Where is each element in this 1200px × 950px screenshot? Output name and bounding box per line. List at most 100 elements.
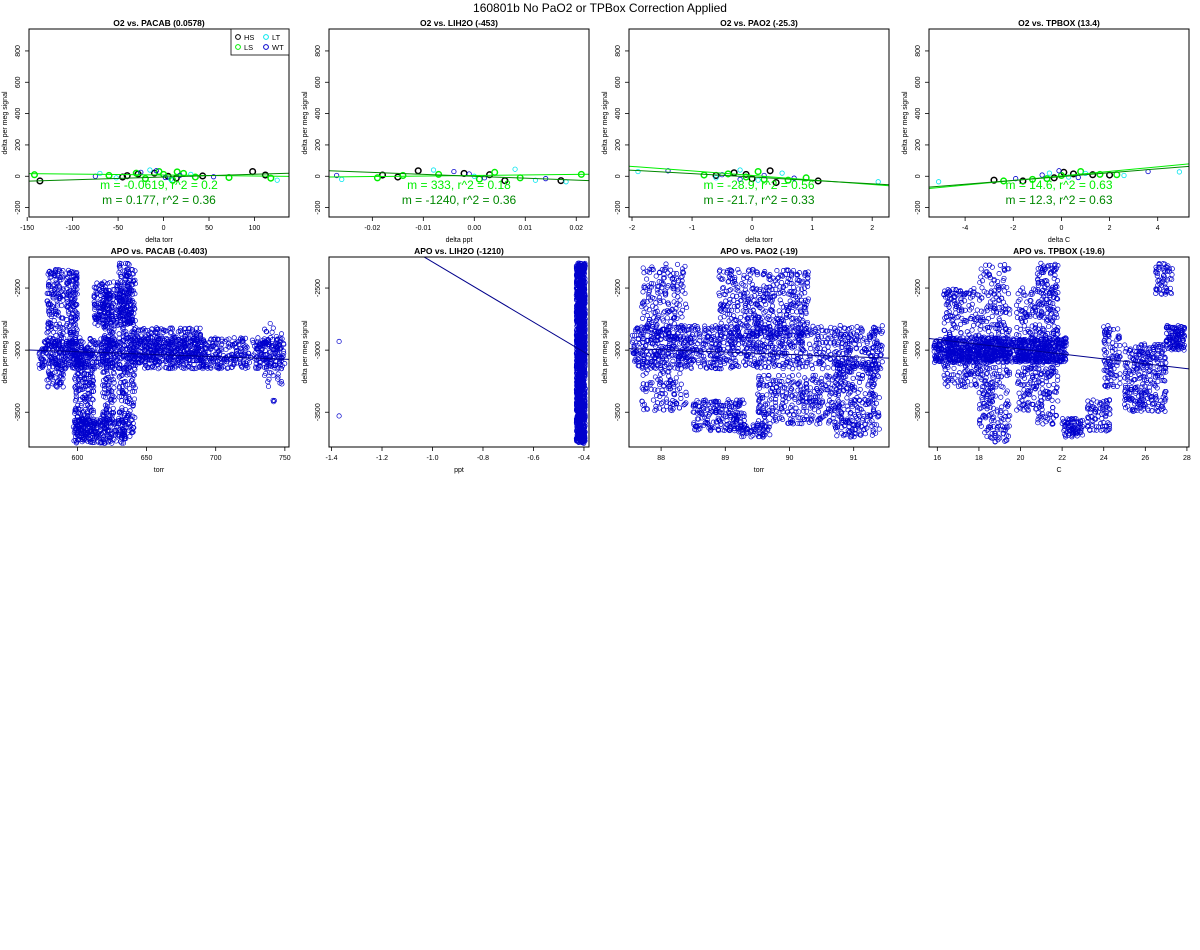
data-point [66,283,72,289]
data-point [150,343,156,349]
data-point [55,309,61,315]
data-point [100,436,106,442]
data-point [183,329,189,335]
data-point [72,426,79,432]
data-point [116,269,122,276]
data-point [72,316,78,322]
data-point [227,344,233,350]
data-point [580,369,586,375]
data-point [74,291,80,297]
data-point [49,305,55,311]
data-point [48,358,54,364]
data-point [109,311,115,317]
data-point [45,383,51,389]
x-tick-label: -150 [20,225,34,232]
data-point [269,329,275,335]
data-point [116,426,122,433]
data-point [577,327,583,333]
data-point [239,339,245,345]
data-point [133,338,139,344]
data-point [229,364,235,370]
data-point [132,291,138,297]
data-point [109,316,115,322]
data-point-hs [990,176,998,184]
data-point [49,324,55,330]
data-point [107,435,114,441]
data-point [75,402,81,408]
data-point [36,362,42,368]
data-point [111,344,118,350]
data-point [107,297,113,303]
data-point [154,330,160,336]
data-point [95,439,101,445]
data-point-wt [1056,168,1062,174]
data-point [727,350,733,357]
data-point [149,364,155,370]
data-point [44,330,50,336]
data-point [126,366,132,372]
data-point [60,368,66,374]
data-point [249,337,255,343]
data-point [119,273,125,280]
plot-frame [628,28,890,218]
data-point [107,435,113,441]
data-point [128,266,134,272]
data-point [576,326,582,332]
data-point [102,309,108,315]
data-point [45,377,51,383]
data-point [51,318,57,324]
data-point [240,336,246,342]
data-point [581,293,587,299]
y-tick-label: 200 [315,139,322,151]
data-point [231,335,237,341]
data-point [125,355,131,361]
data-point-lt [779,170,785,176]
data-point [81,372,87,378]
data-point [82,350,88,356]
fit-annotation: m = -21.7, r^2 = 0.33 [703,193,814,207]
data-point [60,326,66,332]
data-point-hs [414,167,422,175]
data-point [270,347,276,353]
data-point [197,357,203,363]
y-tick-label: -2500 [315,279,322,297]
plot-area [336,257,589,446]
x-axis-label: delta C [1048,237,1070,244]
data-point-wt [719,172,725,178]
y-tick-label: -3000 [315,341,322,359]
data-point [92,304,98,310]
data-point [177,325,184,331]
data-point-lt [1046,170,1052,176]
data-point [122,343,128,349]
data-point [154,326,160,332]
data-point [110,309,116,315]
data-point [89,338,95,344]
data-point [103,366,109,372]
data-point [212,336,218,342]
data-point [182,326,189,332]
data-point [121,391,127,397]
data-point [145,332,152,338]
data-point [225,353,231,359]
data-point [104,305,111,311]
data-point [73,383,79,389]
data-point [578,260,584,266]
data-point [98,422,104,428]
legend-label: HS [244,33,254,42]
data-point [52,267,59,273]
data-point [177,328,183,334]
data-point [578,339,584,345]
plot-area [29,167,289,185]
data-point-ls [267,174,275,182]
data-point [576,295,582,302]
data-point [105,382,111,388]
data-point-lt [97,170,103,177]
x-tick-label: -1 [689,225,695,232]
data-point [75,418,82,424]
data-point [103,411,109,417]
data-point [110,359,116,366]
data-point [108,398,114,404]
plot-area [929,163,1189,190]
data-point [58,373,64,379]
